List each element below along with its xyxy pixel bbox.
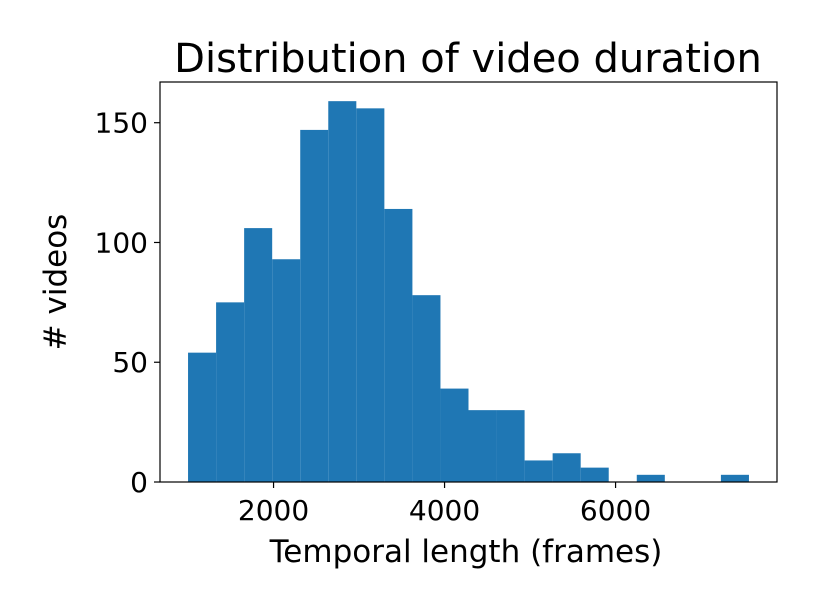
x-tick-label: 4000 <box>409 494 480 527</box>
x-tick-label: 2000 <box>238 494 309 527</box>
plot-frame <box>159 81 778 483</box>
bar <box>412 295 441 482</box>
bar <box>188 352 217 482</box>
bar <box>468 410 497 482</box>
bar <box>496 410 525 482</box>
bar <box>580 467 609 482</box>
bar <box>216 302 245 482</box>
bar <box>300 129 329 483</box>
chart-title: Distribution of video duration <box>174 36 762 82</box>
x-axis-label: Temporal length (frames) <box>269 534 663 570</box>
bar <box>720 474 749 482</box>
bar <box>272 259 301 482</box>
bar <box>552 453 581 482</box>
bar <box>356 108 385 483</box>
y-tick-label: 150 <box>95 107 148 140</box>
bar <box>328 101 357 482</box>
y-tick-label: 100 <box>95 226 148 259</box>
bar <box>636 474 665 482</box>
bar <box>440 388 469 482</box>
bar <box>244 228 273 482</box>
y-tick-label: 50 <box>112 346 148 379</box>
x-tick-label: 6000 <box>580 494 651 527</box>
bar <box>524 460 553 482</box>
y-axis-label: # videos <box>38 214 74 351</box>
bar <box>384 208 413 482</box>
y-tick-label: 0 <box>130 466 148 499</box>
